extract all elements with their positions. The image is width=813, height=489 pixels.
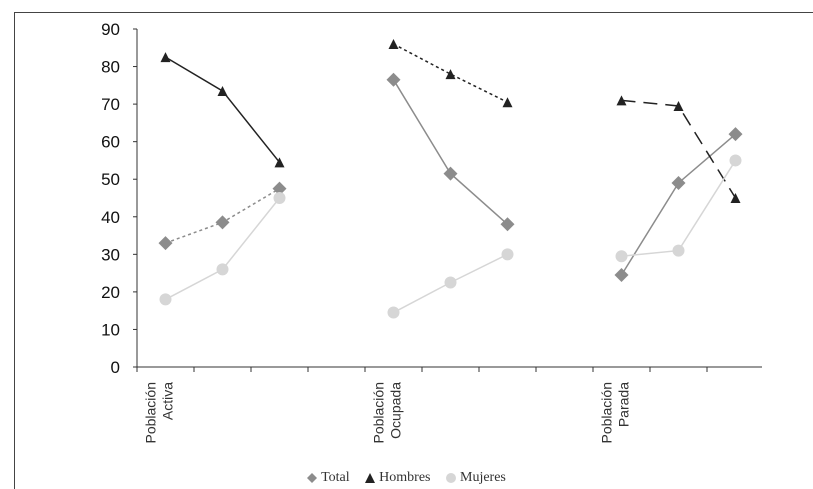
data-point-hombres: [388, 39, 399, 50]
data-point-hombres: [673, 100, 684, 111]
y-tick-label: 10: [101, 320, 120, 339]
data-point-mujeres: [615, 250, 628, 263]
data-point-hombres: [730, 193, 741, 203]
data-point-total: [386, 72, 401, 87]
y-tick-label: 20: [101, 283, 120, 302]
data-point-total: [671, 175, 686, 190]
data-point-mujeres: [444, 276, 457, 289]
data-point-hombres: [160, 52, 171, 63]
data-point-hombres: [217, 85, 228, 96]
legend-entry-mujeres: Mujeres: [446, 470, 506, 486]
legend-entry-hombres: Hombres: [365, 470, 431, 486]
data-point-hombres: [502, 97, 513, 108]
data-point-total: [500, 217, 515, 232]
y-tick-label: 0: [111, 358, 120, 377]
legend-label-hombres: Hombres: [379, 470, 431, 485]
y-tick-label: 90: [101, 20, 120, 39]
x-category-label: Población: [371, 382, 387, 444]
data-point-total: [728, 127, 743, 142]
y-tick-label: 50: [101, 170, 120, 189]
data-point-mujeres: [501, 248, 514, 261]
legend: Total Hombres Mujeres: [0, 470, 813, 488]
frame-top-border: [14, 12, 813, 13]
data-point-mujeres: [159, 293, 172, 306]
y-tick-label: 70: [101, 95, 120, 114]
legend-circle-icon: [446, 473, 456, 483]
data-point-hombres: [274, 157, 285, 168]
x-category-label: Parada: [616, 382, 632, 427]
legend-label-total: Total: [321, 470, 350, 485]
data-point-total: [443, 166, 458, 181]
legend-label-mujeres: Mujeres: [460, 470, 506, 485]
series-line: [165, 56, 281, 163]
x-category-label: Activa: [160, 382, 176, 420]
y-tick-label: 80: [101, 58, 120, 77]
legend-entry-total: Total: [307, 470, 350, 486]
data-point-total: [272, 181, 287, 196]
data-point-hombres: [445, 69, 456, 80]
data-point-mujeres: [273, 192, 286, 204]
data-point-mujeres: [672, 244, 685, 257]
series-line: [392, 79, 508, 225]
data-point-mujeres: [729, 154, 742, 167]
data-point-mujeres: [387, 306, 400, 319]
legend-triangle-icon: [365, 473, 376, 483]
x-category-label: Población: [143, 382, 159, 444]
data-point-total: [215, 215, 230, 230]
y-tick-label: 40: [101, 208, 120, 227]
x-category-label: Población: [599, 382, 615, 444]
y-tick-label: 30: [101, 245, 120, 264]
frame-left-border: [14, 12, 15, 489]
data-point-total: [614, 267, 629, 282]
data-point-mujeres: [216, 263, 229, 276]
data-point-total: [158, 236, 173, 251]
series-line: [165, 197, 281, 301]
series-line: [621, 160, 737, 257]
data-point-hombres: [616, 95, 627, 106]
legend-diamond-icon: [307, 473, 318, 483]
x-category-label: Ocupada: [388, 382, 404, 439]
y-tick-label: 60: [101, 133, 120, 152]
